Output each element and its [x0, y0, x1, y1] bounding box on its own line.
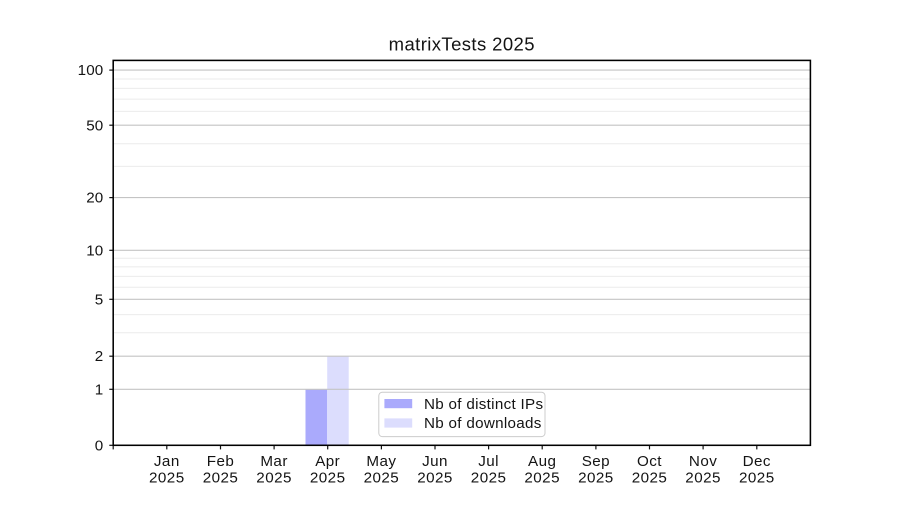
svg-text:Oct: Oct — [637, 453, 662, 470]
svg-text:5: 5 — [95, 291, 104, 308]
svg-text:10: 10 — [86, 242, 103, 259]
svg-text:Apr: Apr — [315, 453, 340, 470]
svg-text:May: May — [366, 453, 396, 470]
svg-text:2025: 2025 — [739, 469, 775, 486]
svg-text:Nb of downloads: Nb of downloads — [424, 415, 542, 432]
svg-text:2025: 2025 — [417, 469, 453, 486]
svg-text:Feb: Feb — [207, 453, 235, 470]
svg-text:Dec: Dec — [743, 453, 771, 470]
svg-text:2025: 2025 — [524, 469, 560, 486]
svg-text:100: 100 — [78, 62, 104, 79]
svg-text:Jun: Jun — [422, 453, 448, 470]
svg-text:Jul: Jul — [478, 453, 499, 470]
svg-text:2025: 2025 — [632, 469, 668, 486]
svg-text:1: 1 — [95, 381, 104, 398]
svg-text:2025: 2025 — [256, 469, 292, 486]
svg-text:2025: 2025 — [149, 469, 185, 486]
svg-text:Aug: Aug — [528, 453, 556, 470]
svg-text:Sep: Sep — [582, 453, 610, 470]
svg-text:2025: 2025 — [685, 469, 721, 486]
svg-text:2025: 2025 — [310, 469, 346, 486]
svg-text:2025: 2025 — [203, 469, 239, 486]
svg-text:2: 2 — [95, 348, 104, 365]
svg-text:Mar: Mar — [260, 453, 288, 470]
svg-text:Nb of distinct IPs: Nb of distinct IPs — [424, 396, 543, 413]
svg-text:50: 50 — [86, 117, 103, 134]
svg-text:2025: 2025 — [578, 469, 614, 486]
svg-text:Jan: Jan — [154, 453, 180, 470]
svg-text:2025: 2025 — [471, 469, 507, 486]
svg-text:matrixTests 2025: matrixTests 2025 — [389, 34, 535, 55]
svg-text:0: 0 — [95, 437, 104, 454]
svg-text:2025: 2025 — [364, 469, 400, 486]
svg-text:20: 20 — [86, 190, 103, 207]
svg-text:Nov: Nov — [689, 453, 717, 470]
